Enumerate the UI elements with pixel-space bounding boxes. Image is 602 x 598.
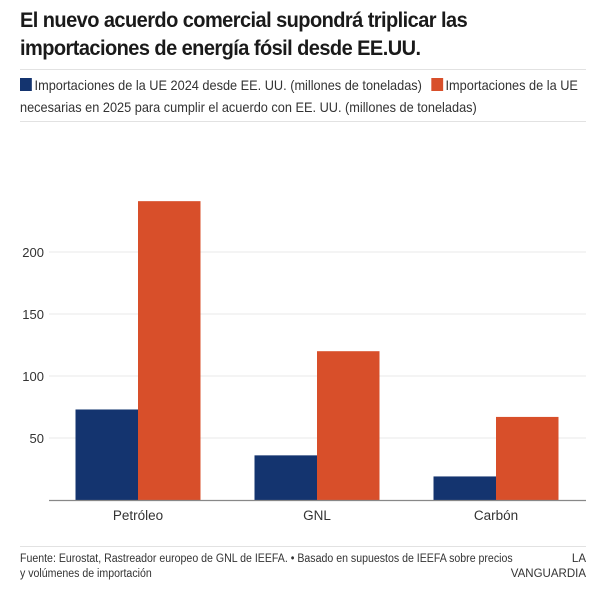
legend-swatch-2024 bbox=[20, 78, 32, 91]
legend-label-2025: Importaciones de la UE necesarias en 202… bbox=[20, 77, 578, 115]
y-tick-label-150: 150 bbox=[22, 307, 44, 322]
bar-gnl-2024 bbox=[254, 455, 317, 500]
footer-divider bbox=[20, 546, 586, 547]
brand-line-2: VANGUARDIA bbox=[510, 568, 586, 580]
x-tick-label-0: Petróleo bbox=[113, 508, 163, 523]
y-axis-ticks: 50 100 150 200 bbox=[22, 245, 44, 446]
legend-label-2024: Importaciones de la UE 2024 desde EE. UU… bbox=[34, 77, 422, 93]
y-tick-label-200: 200 bbox=[22, 245, 44, 260]
x-tick-label-1: GNL bbox=[303, 508, 331, 523]
brand-credit: LA VANGUARDIA bbox=[496, 552, 586, 582]
legend-swatch-2025 bbox=[430, 78, 443, 91]
legend: Importaciones de la UE 2024 desde EE. UU… bbox=[20, 74, 584, 118]
y-tick-label-100: 100 bbox=[22, 369, 44, 384]
legend-bottom-divider bbox=[20, 121, 586, 122]
bar-carbón-2024 bbox=[433, 476, 496, 500]
brand-line-1: LA bbox=[571, 553, 586, 565]
bar-gnl-2025 bbox=[317, 351, 380, 500]
bar-carbón-2025 bbox=[496, 416, 559, 500]
x-tick-label-2: Carbón bbox=[474, 508, 518, 523]
legend-item-2024: Importaciones de la UE 2024 desde EE. UU… bbox=[20, 77, 422, 93]
bar-petróleo-2025 bbox=[138, 201, 201, 500]
bars bbox=[75, 201, 559, 500]
y-tick-label-50: 50 bbox=[30, 431, 44, 446]
x-axis-ticks: Petróleo GNL Carbón bbox=[113, 508, 518, 523]
bar-petróleo-2024 bbox=[75, 409, 138, 500]
legend-item-2025: Importaciones de la UE necesarias en 202… bbox=[20, 77, 578, 115]
source-note: Fuente: Eurostat, Rastreador europeo de … bbox=[20, 553, 513, 580]
legend-top-divider bbox=[20, 69, 586, 70]
chart-title: El nuevo acuerdo comercial supondrá trip… bbox=[20, 8, 468, 60]
